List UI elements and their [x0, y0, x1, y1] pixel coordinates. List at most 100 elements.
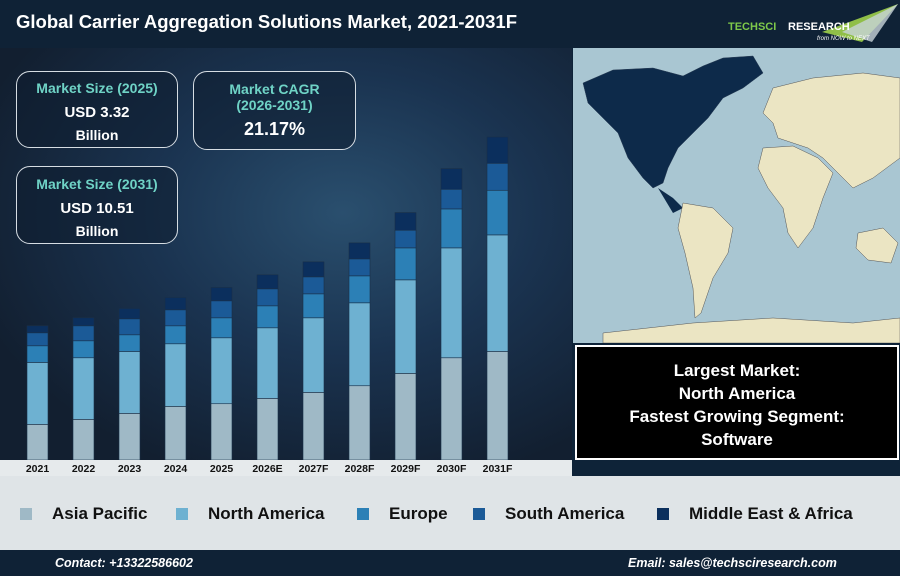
svg-text:RESEARCH: RESEARCH: [788, 21, 850, 33]
legend-label: Middle East & Africa: [689, 504, 853, 523]
bar-segment-2025-europe: [210, 317, 233, 339]
kpi-value: 21.17%: [243, 119, 306, 139]
bar-segment-2026E-north-america: [256, 327, 279, 399]
bar-segment-2030F-middle-east-africa: [440, 168, 463, 190]
bar-segment-2022-north-america: [72, 357, 95, 420]
x-axis: 2021 2022 2023 2024 2025 2026E 2027F 2028F 2029F…: [0, 460, 572, 476]
bar-segment-2026E-south-america: [256, 288, 279, 307]
kpi-value: USD 10.51: [60, 200, 134, 217]
bar-segment-2030F-europe: [440, 208, 463, 249]
bar-segment-2027F-south-america: [302, 276, 325, 295]
bar-segment-2029F-asia-pacific: [394, 373, 417, 460]
legend-swatch: [473, 508, 485, 520]
legend-swatch: [176, 508, 188, 520]
bar-segment-2030F-north-america: [440, 247, 463, 359]
legend-swatch: [357, 508, 369, 520]
bar-segment-2021-europe: [26, 345, 49, 363]
world-map-image: [582, 55, 900, 343]
bar-segment-2030F-asia-pacific: [440, 357, 463, 460]
bar-segment-2022-europe: [72, 340, 95, 359]
bar-segment-2021-north-america: [26, 362, 49, 425]
bar-segment-2029F-europe: [394, 247, 417, 281]
bar-segment-2025-middle-east-africa: [210, 287, 233, 302]
bar-segment-2031F-south-america: [486, 162, 509, 191]
bar-segment-2026E-europe: [256, 305, 279, 329]
x-tick-label: 2029F: [391, 463, 421, 475]
x-tick-label: 2025: [210, 463, 234, 475]
contact-email: Email: sales@techsciresearch.com: [628, 556, 837, 570]
legend-label: Asia Pacific: [52, 504, 148, 523]
kpi-value: USD 3.32: [64, 104, 130, 121]
x-tick-label: 2022: [72, 463, 96, 475]
bar-segment-2027F-europe: [302, 293, 325, 319]
fastest-segment-value: Software: [701, 430, 773, 449]
legend-label: South America: [505, 504, 625, 523]
bar-segment-2025-north-america: [210, 337, 233, 405]
bar-segment-2021-asia-pacific: [26, 424, 49, 460]
bar-segment-2028F-north-america: [348, 302, 371, 387]
bar-segment-2031F-north-america: [486, 234, 509, 352]
x-tick-label: 2030F: [437, 463, 467, 475]
bar-segment-2023-asia-pacific: [118, 413, 141, 460]
bar-segment-2028F-europe: [348, 275, 371, 304]
legend-label: North America: [208, 504, 325, 523]
bar-segment-2031F-europe: [486, 189, 509, 236]
kpi-market-size-2025: Market Size (2025) USD 3.32 Billion: [16, 71, 178, 148]
legend-item-europe: Europe: [357, 504, 448, 524]
bar-segment-2026E-middle-east-africa: [256, 274, 279, 290]
x-tick-label: 2024: [164, 463, 188, 475]
legend-item-middle-east-africa: Middle East & Africa: [657, 504, 853, 524]
bar-segment-2029F-middle-east-africa: [394, 212, 417, 231]
bar-segment-2029F-north-america: [394, 279, 417, 374]
bar-segment-2024-south-america: [164, 309, 187, 327]
legend-swatch: [657, 508, 669, 520]
svg-text:from NOW to NEXT: from NOW to NEXT: [817, 36, 871, 42]
kpi-label: Market CAGR (2026-2031): [229, 81, 320, 113]
bar-segment-2022-middle-east-africa: [72, 317, 95, 327]
bar-segment-2024-asia-pacific: [164, 406, 187, 460]
bar-segment-2021-south-america: [26, 332, 49, 347]
bar-segment-2030F-south-america: [440, 188, 463, 210]
legend-label: Europe: [389, 504, 448, 523]
bar-segment-2022-south-america: [72, 325, 95, 342]
chart-panel: Market Size (2025) USD 3.32 Billion Mark…: [0, 48, 572, 460]
legend-item-north-america: North America: [176, 504, 325, 524]
bar-segment-2024-north-america: [164, 343, 187, 407]
largest-market-value: North America: [678, 384, 796, 403]
x-tick-label: 2028F: [345, 463, 375, 475]
x-tick-label: 2021: [26, 463, 50, 475]
x-tick-label: 2031F: [483, 463, 513, 475]
bar-segment-2027F-asia-pacific: [302, 392, 325, 460]
bar-segment-2026E-asia-pacific: [256, 398, 279, 460]
svg-text:TECHSCI: TECHSCI: [728, 21, 776, 33]
largest-market-label: Largest Market:: [673, 361, 801, 380]
legend-swatch: [20, 508, 32, 520]
kpi-label: Market Size (2031): [36, 176, 158, 192]
x-tick-label: 2027F: [299, 463, 329, 475]
bar-segment-2023-north-america: [118, 351, 141, 414]
bar-segment-2021-middle-east-africa: [26, 325, 49, 334]
page-title: Global Carrier Aggregation Solutions Mar…: [16, 11, 518, 32]
x-tick-label: 2026E: [252, 463, 282, 475]
legend-item-asia-pacific: Asia Pacific: [20, 504, 147, 524]
bar-segment-2031F-asia-pacific: [486, 351, 509, 460]
kpi-label: Market Size (2025): [36, 80, 158, 96]
bar-segment-2024-europe: [164, 325, 187, 345]
fastest-segment-label: Fastest Growing Segment:: [629, 407, 845, 426]
market-highlights: Largest Market: North America Fastest Gr…: [575, 345, 899, 460]
kpi-unit: Billion: [75, 127, 119, 143]
bar-segment-2029F-south-america: [394, 229, 417, 249]
kpi-unit: Billion: [75, 223, 119, 239]
techsci-logo: TECHSCI RESEARCH from NOW to NEXT: [728, 4, 898, 42]
footer: Contact: +13322586602 Email: sales@techs…: [0, 550, 900, 576]
bar-segment-2024-middle-east-africa: [164, 297, 187, 311]
bar-segment-2023-south-america: [118, 318, 141, 336]
bar-segment-2027F-north-america: [302, 317, 325, 393]
bar-segment-2028F-middle-east-africa: [348, 242, 371, 260]
bar-segment-2031F-middle-east-africa: [486, 136, 509, 164]
bar-segment-2022-asia-pacific: [72, 419, 95, 460]
legend-item-south-america: South America: [473, 504, 624, 524]
world-map: [573, 48, 900, 343]
bar-segment-2028F-south-america: [348, 258, 371, 277]
chart-legend: Asia Pacific North America Europe South …: [0, 476, 900, 550]
